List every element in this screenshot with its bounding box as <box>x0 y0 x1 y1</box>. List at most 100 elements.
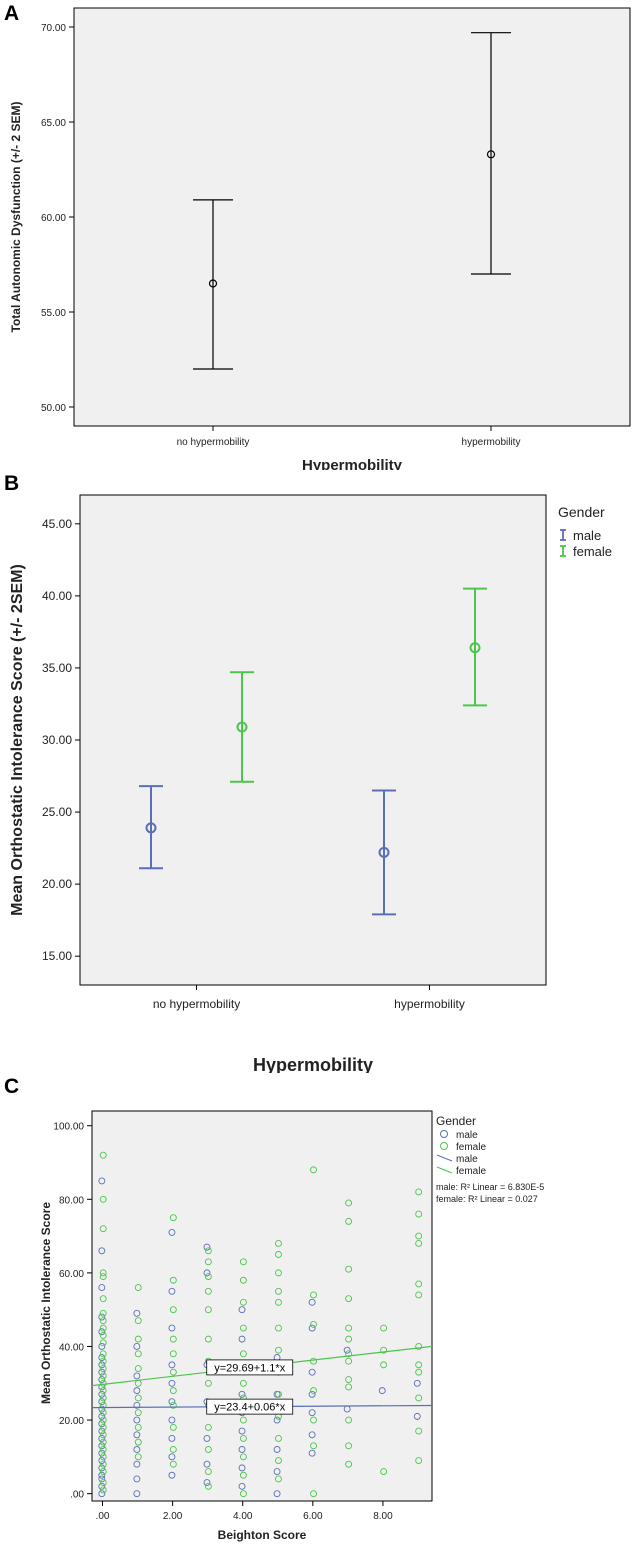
scatter-point-male <box>133 1416 141 1424</box>
scatter-point-female <box>204 1423 212 1431</box>
scatter-point-female <box>415 1394 423 1402</box>
fit-equation-box-female <box>206 1359 294 1376</box>
panel-a-x-axis: no hypermobility hypermobility <box>177 426 521 448</box>
legend-label-female: female <box>573 544 612 559</box>
scatter-point-male <box>168 1379 176 1387</box>
x-tick-label: 4.00 <box>233 1511 253 1522</box>
scatter-point-male <box>168 1228 176 1236</box>
legend-stat: male: R² Linear = 6.830E-5 <box>436 1182 544 1192</box>
scatter-point-female <box>169 1335 177 1343</box>
scatter-point-female <box>310 1357 317 1365</box>
y-tick-label: 60.00 <box>59 1269 84 1280</box>
scatter-point-female <box>169 1368 177 1376</box>
scatter-point-male <box>308 1431 316 1439</box>
scatter-point-female <box>204 1335 212 1343</box>
scatter-point-female <box>99 1486 107 1494</box>
scatter-point-male <box>238 1335 246 1343</box>
legend-stat: female: R² Linear = 0.027 <box>436 1194 538 1204</box>
scatter-point-female <box>415 1188 423 1196</box>
scatter-point-female <box>169 1460 177 1468</box>
scatter-point-female <box>415 1210 423 1218</box>
x-category-label: no hypermobility <box>153 997 240 1011</box>
scatter-point-female <box>345 1324 353 1332</box>
scatter-point-female <box>239 1298 247 1306</box>
scatter-point-female <box>239 1490 247 1498</box>
scatter-point-female <box>204 1258 212 1266</box>
scatter-point-male <box>203 1435 211 1442</box>
scatter-point-female <box>99 1309 107 1317</box>
scatter-point-male <box>308 1409 316 1417</box>
scatter-point-male <box>203 1460 211 1468</box>
panel-a-x-label: Hypermobility <box>302 457 403 470</box>
y-tick-label: 80.00 <box>59 1195 84 1206</box>
scatter-point-male <box>98 1457 106 1464</box>
scatter-point-male <box>308 1368 316 1376</box>
scatter-point-female <box>275 1269 282 1277</box>
x-category-label: no hypermobility <box>177 437 250 448</box>
scatter-point-female <box>99 1195 107 1203</box>
scatter-point-male <box>98 1398 106 1406</box>
scatter-point-male <box>133 1490 141 1498</box>
panel-b-x-axis: no hypermobility hypermobility <box>153 985 465 1011</box>
scatter-point-male <box>308 1390 316 1398</box>
scatter-point-female <box>99 1295 107 1303</box>
scatter-point-female <box>99 1269 107 1277</box>
x-category-label: hypermobility <box>462 437 521 448</box>
scatter-point-female <box>134 1284 142 1292</box>
scatter-point-female <box>169 1306 177 1314</box>
panel-a-plot-area <box>73 7 631 427</box>
scatter-point-female <box>345 1460 353 1468</box>
scatter-point-female <box>99 1394 107 1402</box>
scatter-point-female <box>380 1468 388 1476</box>
scatter-point-male <box>98 1464 106 1472</box>
scatter-point-female <box>275 1435 282 1442</box>
scatter-point-female <box>134 1394 142 1402</box>
x-tick-label: 6.00 <box>303 1511 323 1522</box>
scatter-point-female <box>380 1324 388 1332</box>
y-tick-label: 35.00 <box>42 661 72 675</box>
y-tick-label: 55.00 <box>41 308 66 319</box>
panel-c-plot-area <box>91 1110 433 1502</box>
scatter-point-female <box>134 1409 142 1417</box>
y-tick-label: 70.00 <box>41 23 66 34</box>
scatter-point-female <box>345 1442 353 1450</box>
scatter-point-male <box>133 1387 141 1395</box>
scatter-point-female <box>99 1331 107 1339</box>
scatter-point-male <box>238 1464 246 1472</box>
scatter-point-male <box>98 1475 106 1483</box>
scatter-point-male <box>98 1343 106 1350</box>
scatter-point-female <box>99 1324 107 1332</box>
scatter-point-female <box>345 1295 353 1303</box>
scatter-point-male <box>133 1372 141 1380</box>
scatter-point-female <box>345 1376 353 1384</box>
scatter-point-female <box>204 1273 212 1281</box>
panel-b-chart: B 15.00 20.00 25.00 30.00 35.00 40.00 45.00 no… <box>4 472 612 1073</box>
scatter-point-male <box>168 1361 176 1369</box>
scatter-point-female <box>345 1350 353 1358</box>
panel-c-scatter-points <box>98 1151 423 1498</box>
scatter-point-female <box>99 1409 107 1417</box>
scatter-point-female <box>169 1350 177 1358</box>
legend-label-male: male <box>456 1154 478 1165</box>
scatter-point-female <box>239 1258 247 1266</box>
scatter-point-female <box>99 1317 107 1325</box>
scatter-point-male <box>98 1412 106 1420</box>
scatter-point-female <box>345 1265 353 1273</box>
scatter-point-female <box>99 1423 107 1431</box>
scatter-point-female <box>204 1247 212 1255</box>
scatter-point-female <box>239 1471 247 1479</box>
scatter-point-female <box>345 1357 353 1365</box>
scatter-point-male <box>343 1346 351 1354</box>
scatter-point-male <box>203 1269 211 1277</box>
x-tick-label: 8.00 <box>373 1511 393 1522</box>
panel-c-letter: C <box>4 1075 19 1098</box>
scatter-point-male <box>168 1324 176 1332</box>
scatter-point-male <box>238 1482 246 1490</box>
scatter-point-female <box>275 1346 282 1354</box>
x-tick-label: 2.00 <box>163 1511 183 1522</box>
scatter-point-female <box>345 1199 353 1207</box>
scatter-point-male <box>168 1471 176 1479</box>
legend-label-female: female <box>456 1166 486 1177</box>
scatter-point-female <box>239 1276 247 1284</box>
legend-line-male <box>436 1154 453 1162</box>
